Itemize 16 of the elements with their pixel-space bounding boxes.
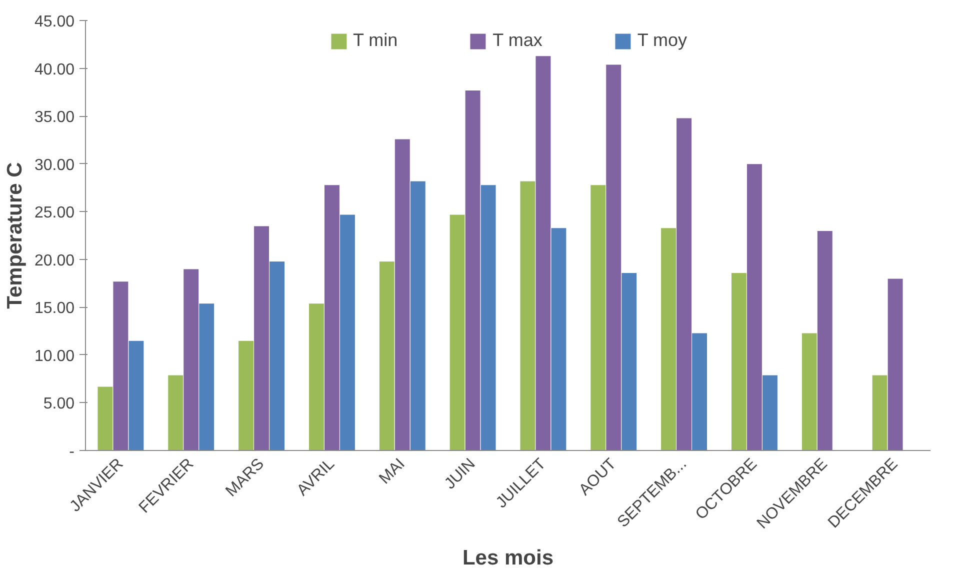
y-tick-label: 15.00	[34, 300, 75, 318]
y-tick-label: 35.00	[34, 109, 75, 126]
y-axis-title: Temperature C	[3, 162, 26, 309]
y-tick-label: 45.00	[34, 14, 75, 30]
y-tick-label: 40.00	[34, 61, 75, 78]
legend-label: T max	[492, 30, 542, 51]
y-tick-label: 30.00	[34, 156, 75, 174]
y-tick-label: -	[69, 444, 74, 460]
y-tick-label: 25.00	[34, 204, 75, 222]
y-tick-label: 20.00	[34, 252, 75, 270]
x-axis-title: Les mois	[462, 546, 554, 570]
x-tick-label: MAI	[376, 455, 408, 488]
legend-label: T min	[352, 30, 398, 51]
y-tick-label: 5.00	[43, 396, 75, 413]
y-tick-label: 10.00	[34, 348, 75, 365]
legend-label: T moy	[637, 30, 688, 51]
